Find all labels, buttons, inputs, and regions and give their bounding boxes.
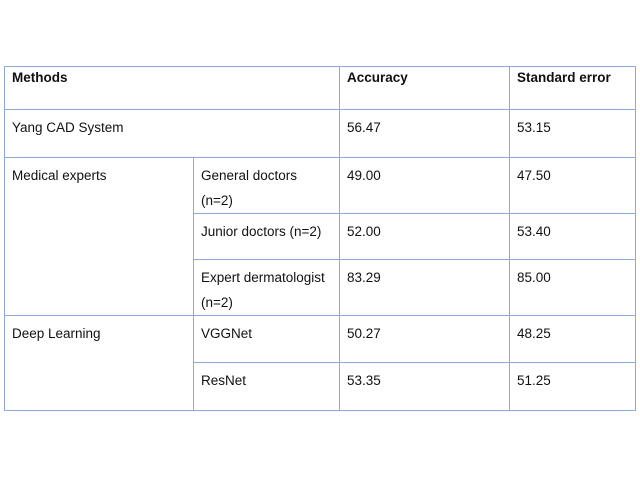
group-cell-medical-experts: Medical experts <box>4 157 194 316</box>
standard-error-cell: 53.15 <box>509 109 636 158</box>
submethod-cell: ResNet <box>193 362 340 411</box>
accuracy-cell: 56.47 <box>339 109 510 158</box>
standard-error-cell: 53.40 <box>509 213 636 260</box>
group-cell-deep-learning: Deep Learning <box>4 315 194 411</box>
standard-error-cell: 47.50 <box>509 157 636 214</box>
standard-error-cell: 85.00 <box>509 259 636 316</box>
accuracy-cell: 83.29 <box>339 259 510 316</box>
accuracy-cell: 49.00 <box>339 157 510 214</box>
standard-error-cell: 51.25 <box>509 362 636 411</box>
method-cell: Yang CAD System <box>4 109 340 158</box>
table-header-row: Methods Accuracy Standard error <box>4 66 636 110</box>
submethod-cell: Junior doctors (n=2) <box>193 213 340 260</box>
accuracy-cell: 53.35 <box>339 362 510 411</box>
table-row: Junior doctors (n=2) 52.00 53.40 <box>5 213 636 260</box>
submethod-cell: Expert dermatologist (n=2) <box>193 259 340 316</box>
results-table: Methods Accuracy Standard error Yang CAD… <box>4 66 636 411</box>
submethod-cell: General doctors (n=2) <box>193 157 340 214</box>
table-row: ResNet 53.35 51.25 <box>5 362 636 411</box>
accuracy-cell: 50.27 <box>339 315 510 363</box>
table-row: Yang CAD System 56.47 53.15 <box>4 109 636 158</box>
header-accuracy: Accuracy <box>339 66 510 110</box>
accuracy-cell: 52.00 <box>339 213 510 260</box>
header-standard-error: Standard error <box>509 66 636 110</box>
table-row: Deep Learning VGGNet 50.27 48.25 <box>4 315 636 411</box>
header-methods: Methods <box>4 66 340 110</box>
table-row: Expert dermatologist (n=2) 83.29 85.00 <box>5 259 636 316</box>
submethod-cell: VGGNet <box>193 315 340 363</box>
table-row: Medical experts General doctors (n=2) 49… <box>4 157 636 316</box>
standard-error-cell: 48.25 <box>509 315 636 363</box>
